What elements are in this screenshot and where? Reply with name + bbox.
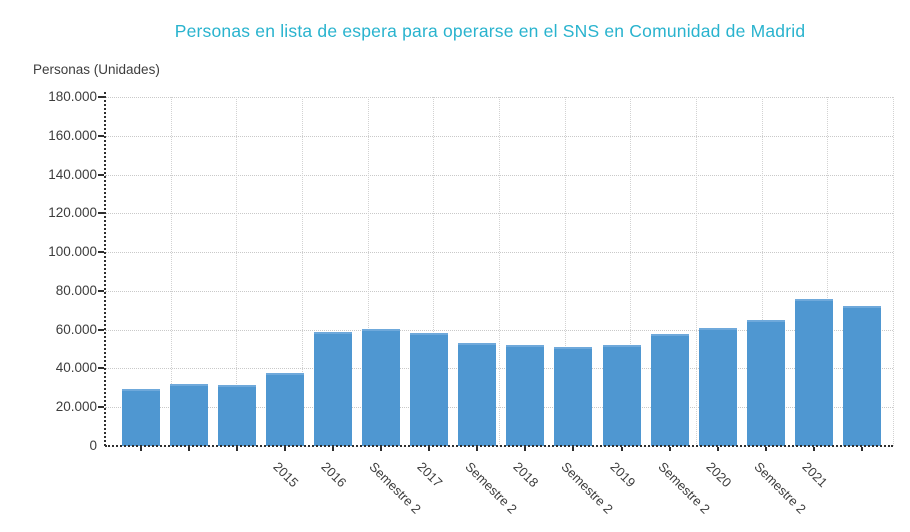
- x-axis-tick: [524, 447, 527, 451]
- x-axis-tick: [572, 447, 575, 451]
- y-axis-line: [104, 92, 106, 446]
- bar[interactable]: [218, 385, 257, 446]
- bar[interactable]: [602, 344, 641, 446]
- chart-title: Personas en lista de espera para operars…: [174, 21, 806, 41]
- bar[interactable]: [506, 345, 545, 446]
- bar[interactable]: [842, 306, 881, 446]
- v-gridline: [499, 97, 500, 446]
- v-gridline: [630, 97, 632, 446]
- v-gridline: [433, 97, 435, 446]
- x-tick-label: 2021: [799, 459, 831, 491]
- y-tick-label: 80.000: [55, 282, 97, 298]
- v-gridline: [893, 97, 894, 446]
- x-axis-tick: [476, 447, 479, 451]
- x-axis-tick: [668, 447, 671, 451]
- y-axis-tick-labels: 180.000 160.000 140.000 120.000 100.000 80.00…: [0, 0, 97, 532]
- x-tick-label: 2020: [702, 459, 735, 491]
- y-tick-label: 140.000: [48, 166, 97, 182]
- x-axis-tick: [188, 447, 191, 451]
- v-gridline: [367, 97, 369, 446]
- x-axis-tick: [764, 447, 767, 451]
- y-axis-tick: [98, 212, 104, 215]
- v-gridline: [302, 97, 303, 446]
- x-axis-tick: [140, 447, 142, 451]
- x-tick-label: 2017: [414, 459, 446, 491]
- bar[interactable]: [122, 389, 160, 446]
- y-tick-label: 20.000: [55, 399, 97, 415]
- y-tick-label: 160.000: [48, 127, 97, 143]
- y-axis-tick: [98, 406, 104, 409]
- v-gridline: [236, 97, 238, 446]
- bar[interactable]: [746, 320, 785, 446]
- bar[interactable]: [794, 299, 833, 446]
- bar[interactable]: [650, 333, 689, 446]
- y-tick-label: 180.000: [48, 89, 97, 104]
- bar[interactable]: [266, 373, 305, 446]
- y-axis-tick: [98, 328, 104, 331]
- plot-area: 2015 2016 Semestre 2 2017 Semestre 2 2018 Seme…: [98, 92, 894, 517]
- x-axis-tick: [428, 447, 431, 451]
- bar[interactable]: [410, 332, 449, 446]
- y-tick-label: 120.000: [48, 205, 97, 221]
- bar[interactable]: [458, 343, 497, 446]
- x-axis-tick: [332, 447, 335, 451]
- y-axis-tick: [98, 289, 104, 292]
- y-axis-tick: [98, 134, 104, 137]
- x-axis-tick: [860, 447, 863, 451]
- x-axis-tick: [380, 447, 383, 451]
- y-axis-tick: [98, 173, 104, 176]
- x-axis-tick: [236, 447, 239, 451]
- v-gridline: [170, 97, 172, 446]
- y-axis-tick: [98, 251, 104, 254]
- v-gridline: [761, 97, 763, 446]
- bar[interactable]: [314, 332, 353, 446]
- y-tick-label: 0: [89, 438, 97, 453]
- y-tick-label: 60.000: [55, 321, 97, 337]
- x-tick-label: 2019: [606, 459, 638, 491]
- v-gridline: [696, 97, 697, 446]
- x-axis-line: [105, 445, 893, 447]
- x-tick-label: 2016: [318, 459, 350, 491]
- v-gridline: [827, 97, 829, 446]
- y-tick-label: 100.000: [48, 244, 97, 260]
- x-axis-tick: [620, 447, 623, 451]
- x-axis-tick: [812, 447, 815, 451]
- bar[interactable]: [362, 328, 401, 446]
- y-axis-tick: [98, 367, 104, 370]
- bar[interactable]: [554, 347, 593, 446]
- x-tick-label: 2018: [510, 459, 542, 491]
- x-axis-tick: [284, 447, 287, 451]
- y-tick-label: 40.000: [55, 360, 97, 376]
- x-tick-label: 2015: [270, 459, 302, 491]
- x-axis-tick: [716, 447, 719, 451]
- v-gridline: [564, 97, 566, 446]
- bar[interactable]: [698, 328, 737, 446]
- y-axis-tick: [98, 96, 104, 98]
- y-axis-unit-label: Personas (Unidades): [33, 62, 160, 77]
- bar[interactable]: [170, 384, 209, 446]
